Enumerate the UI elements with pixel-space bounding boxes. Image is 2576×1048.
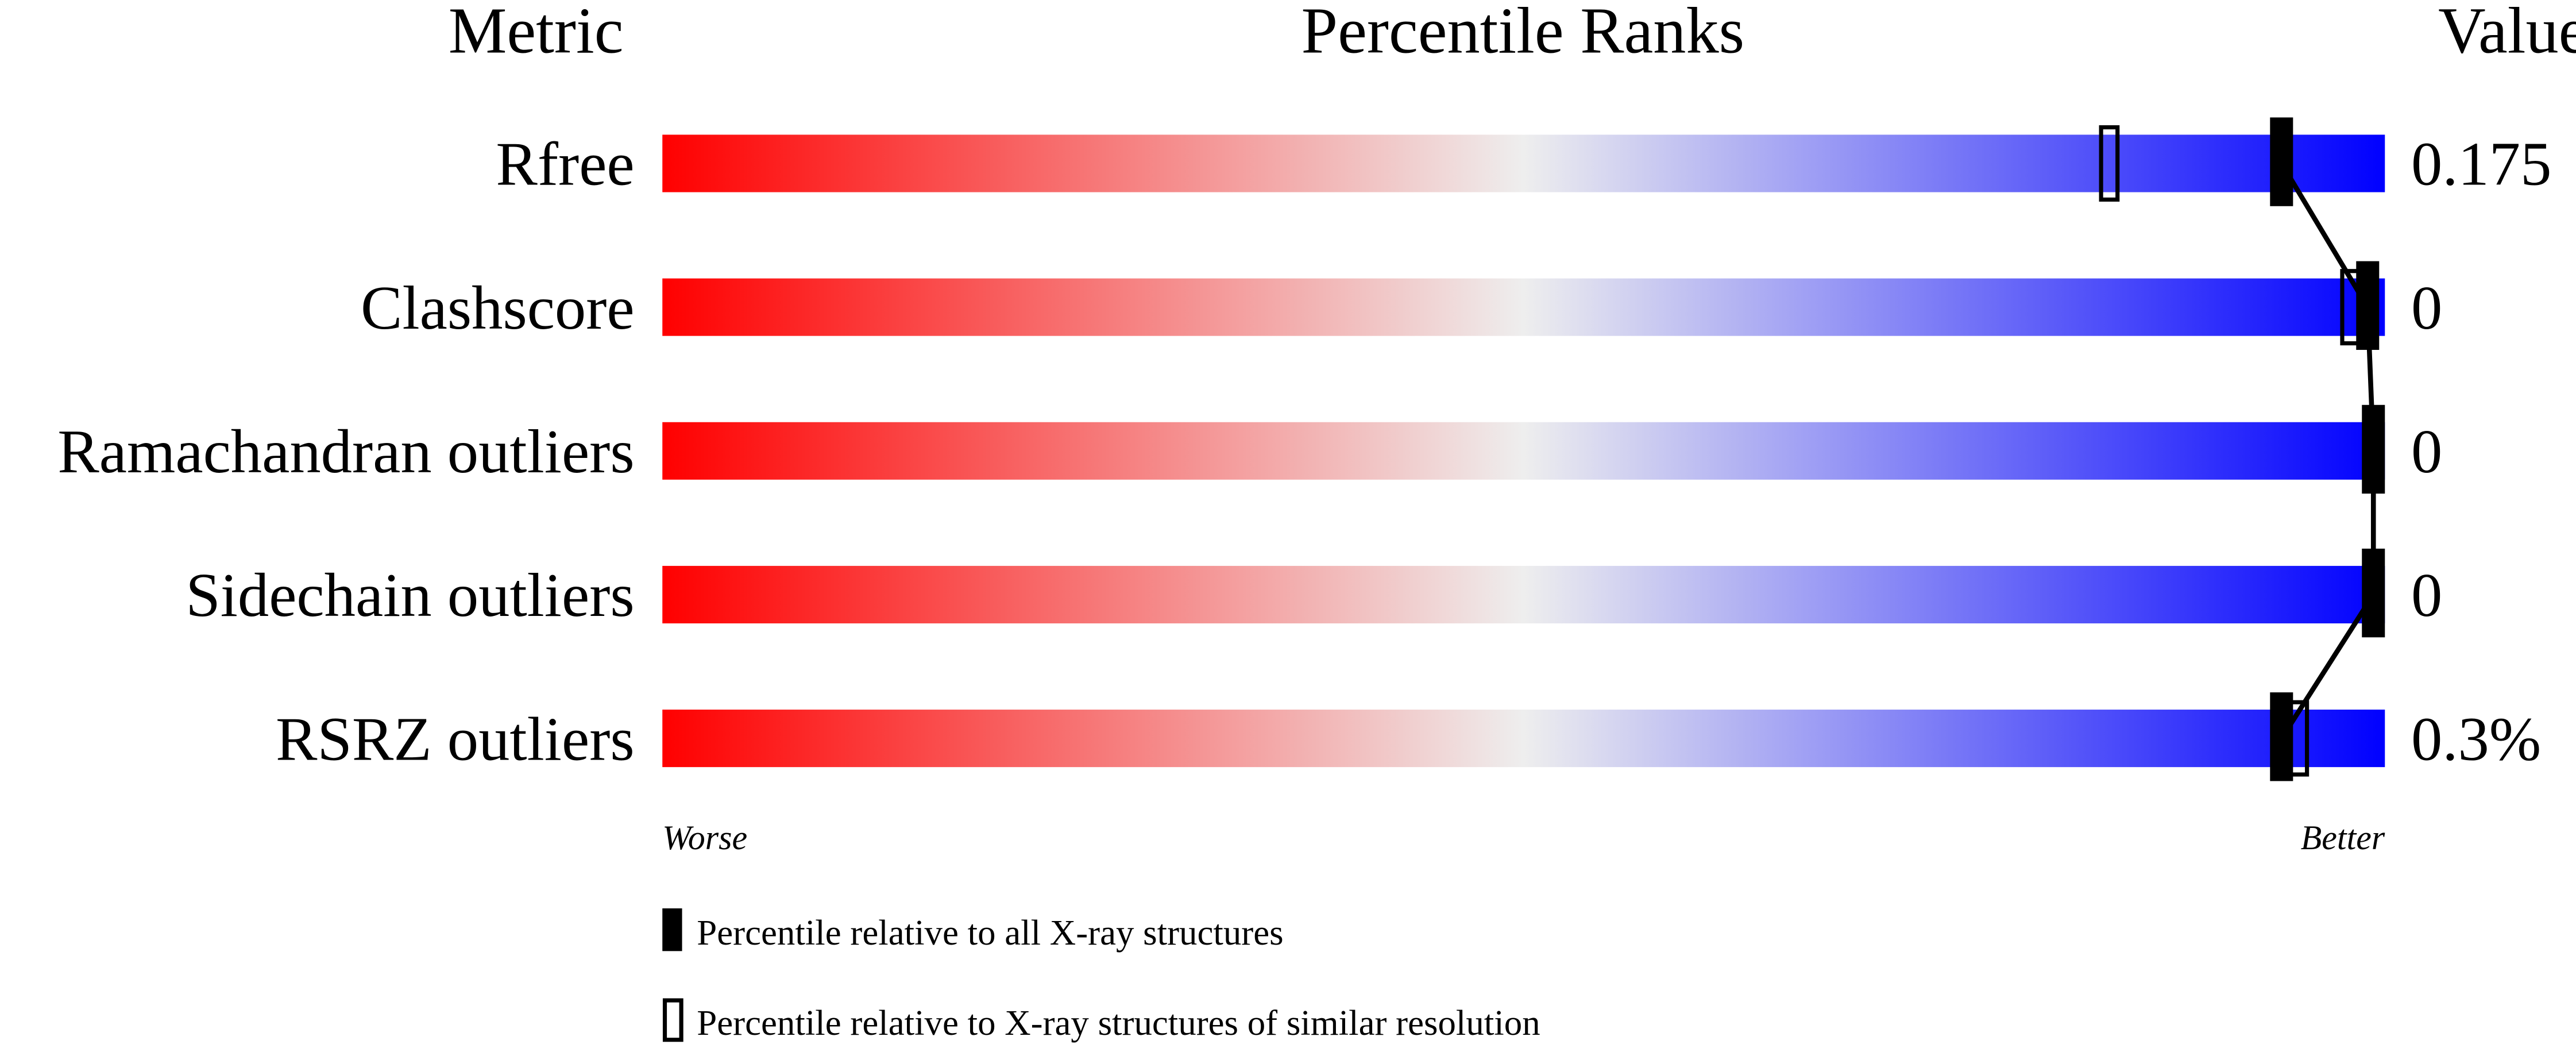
percentile-bar xyxy=(662,710,2385,768)
legend-filled-label: Percentile relative to all X-ray structu… xyxy=(697,912,1283,953)
legend-open-marker xyxy=(662,998,683,1042)
metric-label: Rfree xyxy=(496,130,634,199)
header-metric: Metric xyxy=(449,0,624,67)
metric-value: 0 xyxy=(2411,561,2442,630)
axis-worse-label: Worse xyxy=(662,819,747,857)
legend-open-label: Percentile relative to X-ray structures … xyxy=(697,1003,1540,1043)
percentile-bar xyxy=(662,422,2385,480)
marker-all-structures xyxy=(2362,548,2385,638)
metric-label: Sidechain outliers xyxy=(186,561,634,630)
marker-all-structures xyxy=(2362,404,2385,494)
percentile-bar xyxy=(662,278,2385,336)
metric-value: 0.175 xyxy=(2411,130,2551,199)
axis-better-label: Better xyxy=(2301,819,2385,857)
marker-similar-resolution xyxy=(2099,125,2120,202)
metric-label: Clashscore xyxy=(361,273,635,342)
metric-label: RSRZ outliers xyxy=(276,704,635,773)
metric-value: 0.3% xyxy=(2411,704,2541,773)
chart-title: Percentile Ranks xyxy=(1301,0,1745,67)
marker-all-structures xyxy=(2356,261,2380,350)
header-value: Value xyxy=(2438,0,2576,67)
metric-value: 0 xyxy=(2411,417,2442,486)
percentile-bar xyxy=(662,565,2385,623)
marker-all-structures xyxy=(2270,692,2293,781)
legend-filled-marker xyxy=(662,908,682,951)
metric-value: 0 xyxy=(2411,273,2442,342)
marker-all-structures xyxy=(2270,117,2293,206)
percentile-bar xyxy=(662,134,2385,192)
metric-label: Ramachandran outliers xyxy=(57,417,634,486)
